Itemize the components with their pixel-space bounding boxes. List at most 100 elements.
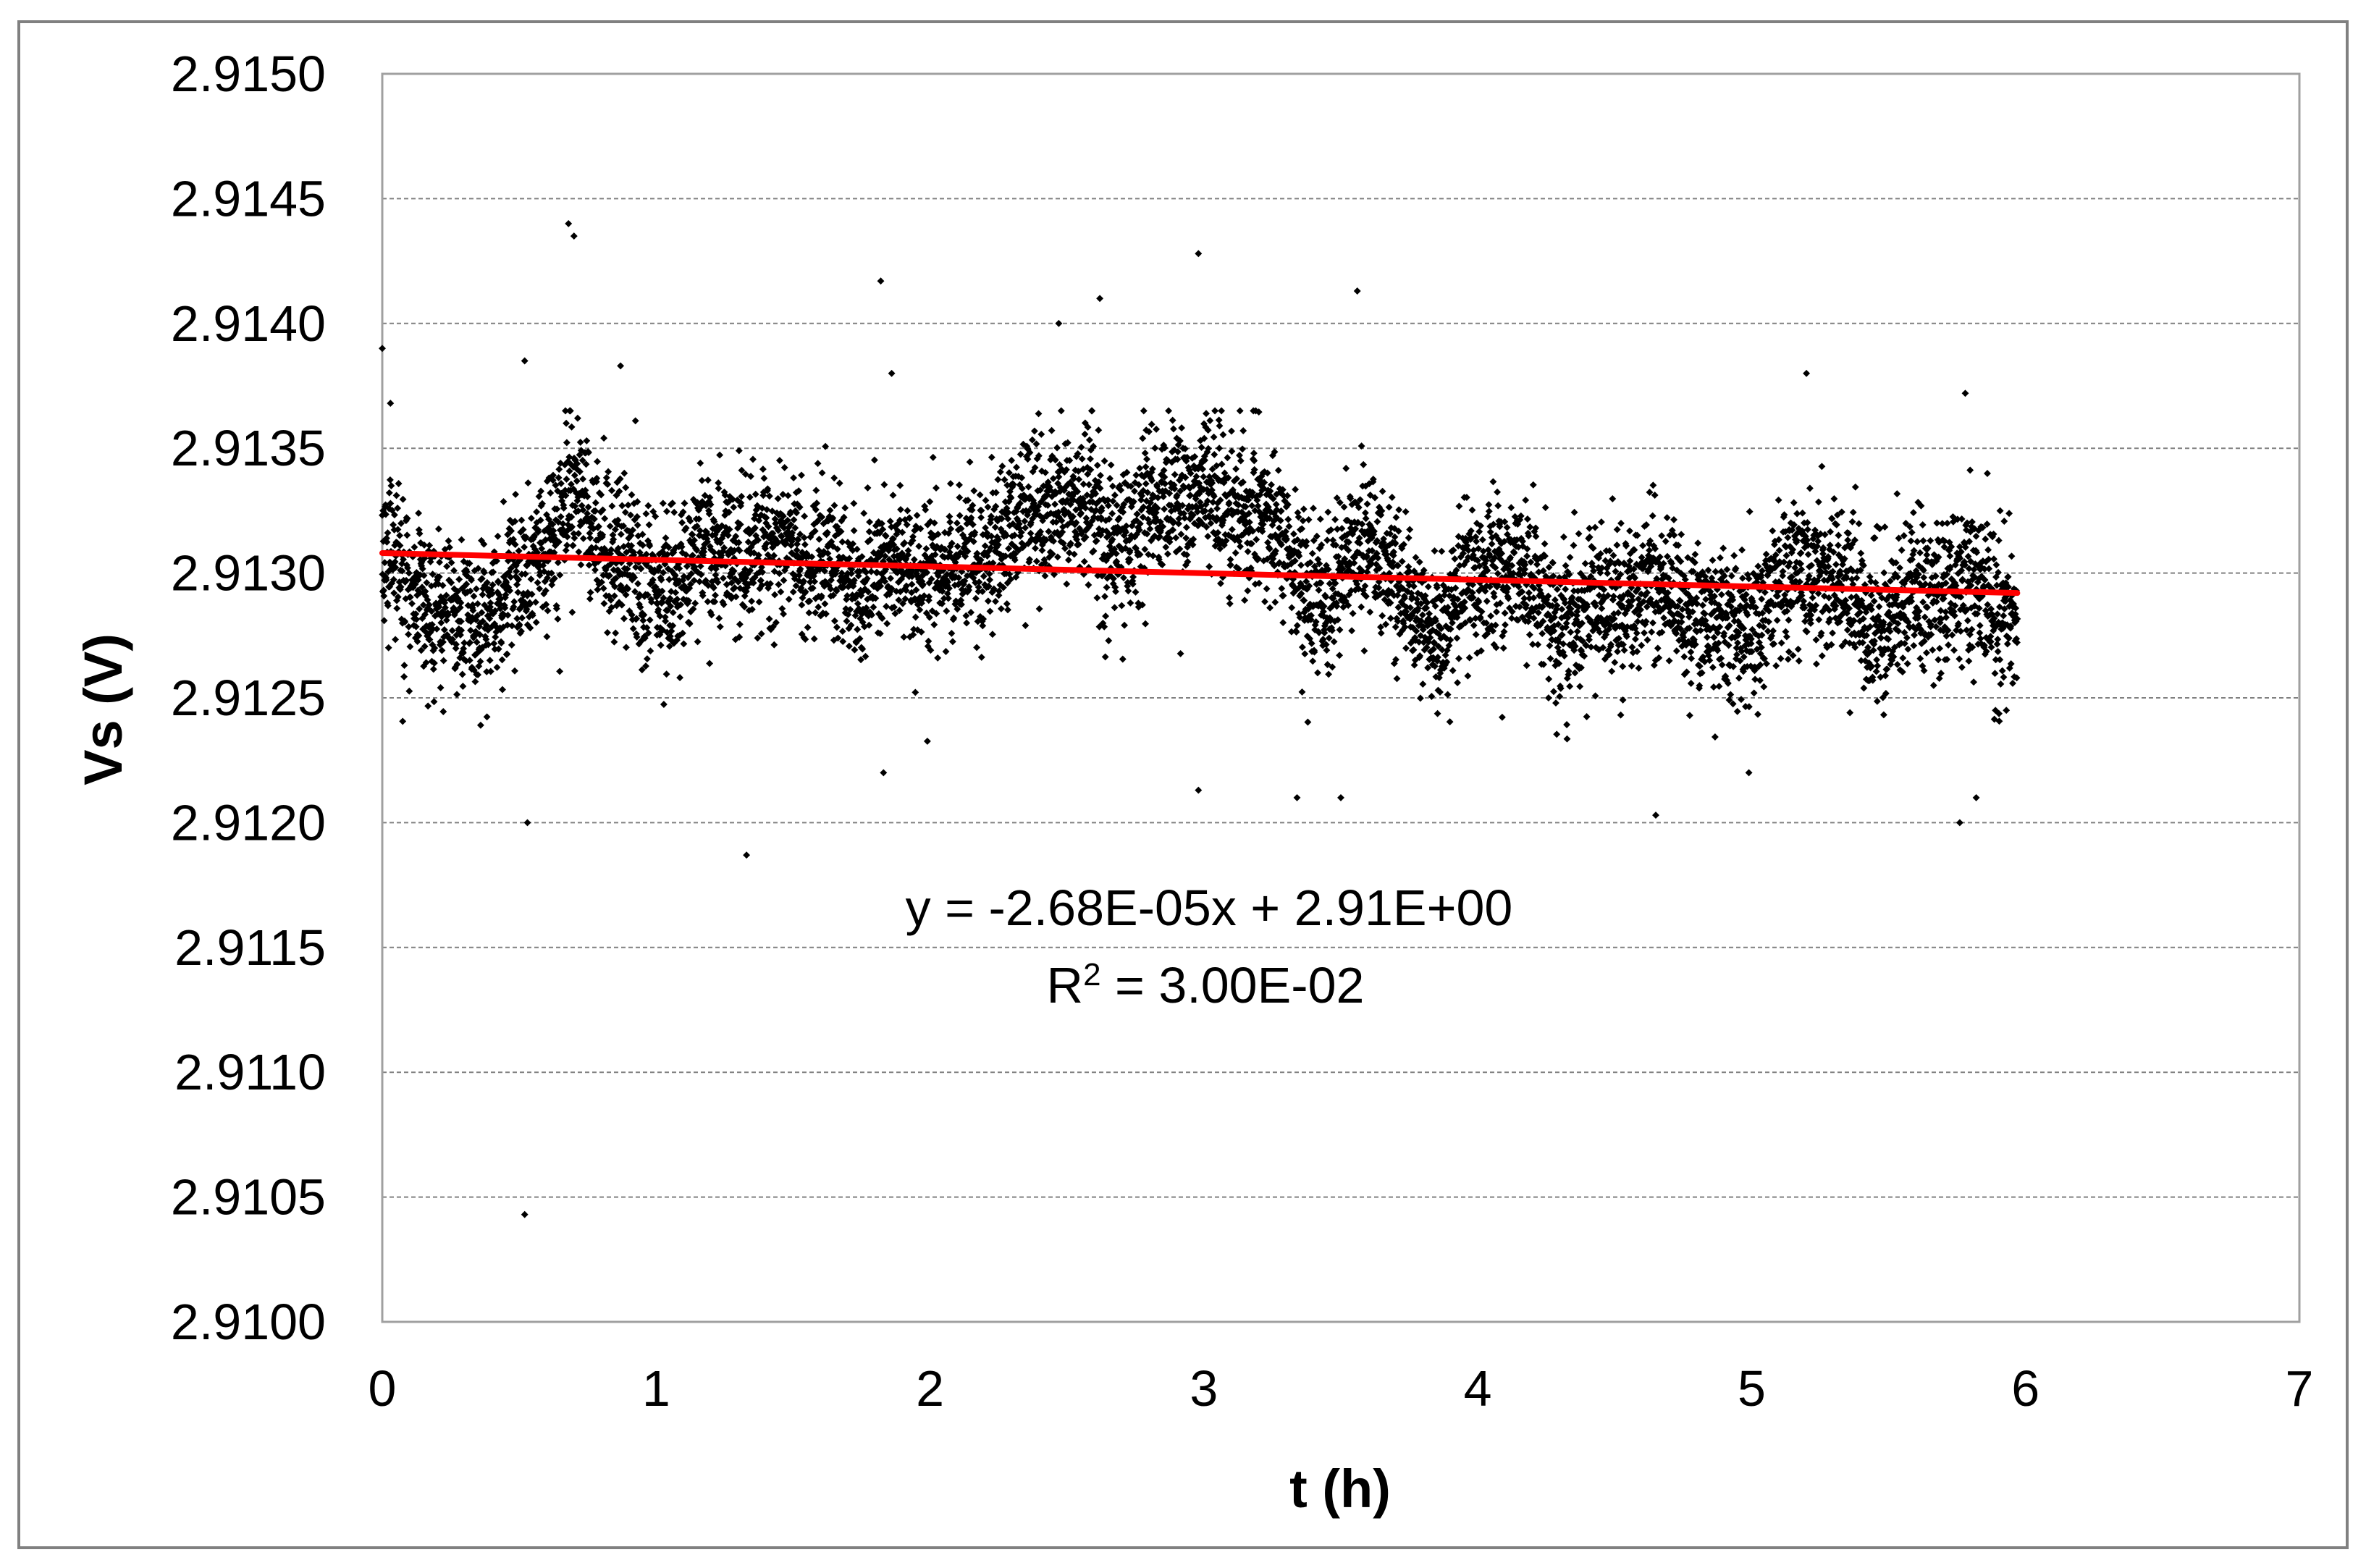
data-point-727 [576,438,584,446]
data-point-581 [536,516,544,524]
data-point-679 [563,533,571,541]
data-point-1154 [693,547,701,554]
data-point-1957 [912,613,919,621]
data-point-327 [468,576,476,584]
data-point-513 [518,614,526,622]
data-point-290 [458,626,466,634]
data-point-426 [494,578,502,586]
data-point-81 [400,662,408,670]
data-point-1848 [882,532,890,540]
data-point-1756 [857,656,865,664]
data-point-29 [386,476,394,484]
data-point-1282 [728,579,736,587]
data-point-1836 [879,526,887,534]
data-point-1196 [704,581,712,589]
data-point-1395 [759,568,767,576]
data-point-1776 [862,604,870,612]
data-point-764 [586,589,594,597]
data-point-1549 [801,513,809,520]
data-point-349 [473,612,481,620]
data-point-628 [550,527,557,535]
data-point-729 [577,561,585,569]
data-point-1504 [788,529,796,536]
data-point-971 [643,624,651,632]
data-point-549 [528,590,536,598]
data-point-836 [606,522,614,530]
plot-area-border [381,72,2301,1323]
data-point-495 [513,615,521,623]
data-point-1742 [853,545,861,553]
data-point-1969 [915,542,923,550]
data-point-333 [469,607,477,615]
data-point-185 [429,570,437,578]
data-point-389 [484,641,492,649]
data-point-1869 [888,585,896,593]
data-point-1827 [876,630,884,638]
data-point-843 [608,502,616,510]
data-point-640 [552,604,560,612]
data-point-893 [622,484,630,492]
data-point-1762 [859,645,867,653]
data-point-1585 [810,635,818,643]
data-point-1518 [792,582,800,590]
data-point-1633 [823,528,831,536]
data-point-208 [435,603,443,611]
data-point-56 [394,505,402,512]
data-point-1760 [858,552,866,560]
data-point-1457 [775,570,783,578]
data-point-621 [547,569,555,577]
data-point-1368 [752,524,759,532]
data-point-1624 [821,600,829,608]
data-point-1539 [798,601,806,609]
data-point-582 [537,487,545,495]
data-point-427 [494,645,502,653]
data-point-1054 [665,642,673,650]
data-point-200 [433,625,441,633]
data-point-1467 [778,604,786,612]
data-point-1988 [920,592,928,600]
data-point-1144 [690,576,698,584]
data-point-1552 [801,636,809,644]
data-point-109 [408,599,416,607]
data-point-181 [428,607,436,615]
data-point-40 [390,521,397,528]
data-point-459 [503,621,511,629]
data-point-289 [457,617,465,625]
data-point-977 [644,629,652,637]
data-point-826 [604,628,611,636]
data-point-626 [549,476,557,484]
data-point-1727 [849,540,857,548]
data-point-1586 [811,578,819,586]
data-point-64 [396,531,404,539]
data-point-1514 [791,572,799,580]
data-point-243 [445,537,452,545]
data-point-405 [489,581,497,589]
data-point-921 [629,625,637,633]
data-point-1176 [699,591,707,599]
data-point-410 [490,639,498,647]
data-point-1397 [759,465,767,473]
data-point-1706 [843,592,851,600]
data-point-298 [460,645,468,652]
data-point-1678 [835,479,843,487]
data-point-655 [557,513,565,520]
data-point-1238 [716,451,724,459]
data-point-842 [608,486,615,494]
data-point-1594 [813,500,821,507]
data-point-981 [646,542,654,550]
data-point-1730 [850,500,858,507]
data-point-1118 [683,562,691,570]
data-point-1471 [779,513,787,520]
data-point-158 [421,587,429,595]
data-point-332 [469,601,476,609]
data-point-1040 [662,534,670,542]
data-point-937 [633,521,641,529]
data-point-324 [467,626,474,634]
data-point-43 [390,589,398,597]
data-point-1013 [654,606,662,614]
data-point-949 [637,565,645,573]
data-point-693 [567,480,575,488]
data-point-1409 [762,514,770,522]
data-point-1720 [847,621,855,629]
